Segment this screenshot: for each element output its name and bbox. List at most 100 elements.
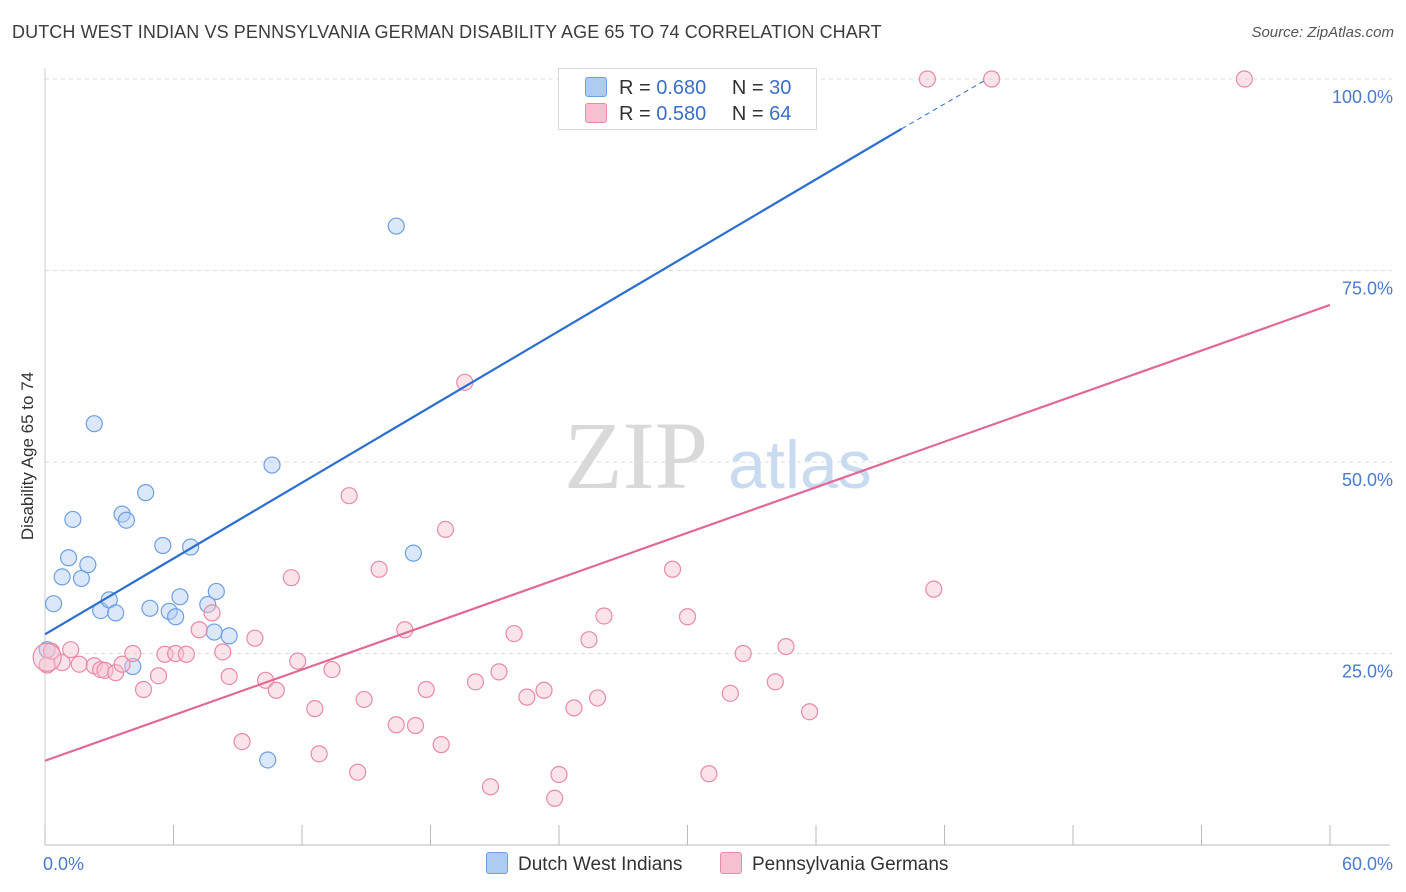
- pennsylvania-german-point: [518, 688, 536, 706]
- legend-row-dutch-west-indians: R = 0.680 N = 30: [585, 77, 791, 101]
- pennsylvania-german-point: [289, 652, 307, 670]
- legend-n-label: N =: [731, 103, 770, 125]
- y-tick-label: 100.0%: [1332, 87, 1393, 107]
- pennsylvania-german-point: [766, 673, 784, 691]
- dutch-west-indian-point: [207, 582, 225, 601]
- pennsylvania-german-point: [432, 736, 450, 754]
- dutch-west-indian-point: [137, 484, 155, 502]
- legend-item-dutch-west-indians: Dutch West Indians: [486, 852, 682, 876]
- watermark-zip: ZIP: [564, 402, 708, 509]
- pennsylvania-german-point: [203, 604, 221, 622]
- legend-n-value: 30: [769, 77, 792, 99]
- legend-label: Dutch West Indians: [518, 854, 683, 875]
- pennsylvania-german-point: [700, 765, 718, 783]
- pennsylvania-german-point: [925, 580, 943, 598]
- pennsylvania-german-point: [70, 655, 88, 673]
- correlation-legend: R = 0.680 N = 30 R = 0.580 N = 64: [558, 68, 817, 130]
- legend-swatch-pink: [585, 103, 607, 123]
- trend-lines: [44, 78, 1331, 762]
- pennsylvania-german-point: [490, 663, 508, 681]
- pennsylvania-german-point: [214, 643, 232, 661]
- dutch-west-indian-point: [107, 604, 125, 622]
- pennsylvania-german-point: [246, 629, 264, 647]
- legend-r-value: 0.580: [656, 103, 707, 125]
- pennsylvania-german-point: [38, 656, 56, 674]
- pennsylvania-german-point: [113, 655, 131, 673]
- gridlines: [45, 78, 1392, 654]
- pennsylvania-german-point: [124, 644, 142, 663]
- pennsylvania-german-point: [32, 642, 62, 672]
- pennsylvania-german-point: [800, 703, 819, 721]
- dutch-west-indian-point: [263, 456, 281, 474]
- legend-r-label: R =: [619, 77, 657, 99]
- pennsylvania-german-point: [466, 673, 485, 691]
- pennsylvania-german-point: [734, 644, 752, 663]
- pennsylvania-german-point: [918, 70, 936, 88]
- dutch-west-indian-point: [53, 568, 71, 586]
- legend-n-label: N =: [731, 77, 770, 99]
- dutch-west-indian-point: [141, 599, 159, 617]
- dutch-west-indian-trend-line: [44, 127, 903, 636]
- y-tick-label: 75.0%: [1342, 279, 1393, 299]
- pennsylvania-german-point: [267, 681, 285, 699]
- pennsylvania-german-point: [406, 716, 425, 735]
- pennsylvania-german-point: [1235, 70, 1253, 88]
- dutch-west-indian-point: [387, 217, 405, 235]
- pennsylvania-german-point: [678, 608, 697, 626]
- watermark-atlas: atlas: [728, 427, 872, 503]
- dutch-west-indian-point: [79, 556, 97, 574]
- pennsylvania-german-point: [663, 560, 682, 578]
- dutch-west-indian-trend-extension: [901, 78, 988, 130]
- pennsylvania-german-point: [387, 716, 405, 734]
- pennsylvania-german-point: [282, 569, 300, 587]
- dutch-west-indian-point: [199, 595, 217, 614]
- dutch-west-indian-point: [85, 415, 103, 433]
- pennsylvania-german-point: [983, 70, 1001, 88]
- legend-swatch-pink: [720, 852, 742, 874]
- pennsylvania-german-point: [535, 681, 553, 699]
- x-tick-label: 60.0%: [1342, 854, 1393, 874]
- pennsylvania-german-point: [721, 684, 739, 702]
- pennsylvania-german-point: [481, 778, 500, 796]
- watermark: ZIP atlas: [564, 402, 872, 509]
- pennsylvania-german-point: [436, 520, 455, 539]
- dutch-west-indian-point: [205, 623, 223, 641]
- legend-item-pennsylvania-germans: Pennsylvania Germans: [720, 852, 948, 876]
- legend-swatch-blue: [585, 77, 607, 97]
- pennsylvania-german-point: [233, 732, 251, 751]
- x-tick-label: 0.0%: [43, 854, 84, 874]
- legend-label: Pennsylvania Germans: [752, 854, 949, 875]
- pennsylvania-german-point: [190, 621, 208, 639]
- dutch-west-indian-point: [171, 588, 189, 606]
- pennsylvania-german-point: [355, 690, 373, 709]
- pennsylvania-german-point: [565, 699, 583, 717]
- pennsylvania-german-point: [323, 660, 341, 679]
- dutch-west-indian-point: [117, 511, 135, 529]
- chart-title: DUTCH WEST INDIAN VS PENNSYLVANIA GERMAN…: [12, 22, 882, 42]
- legend-row-pennsylvania-germans: R = 0.580 N = 64: [585, 103, 791, 127]
- pennsylvania-german-point: [306, 700, 324, 718]
- y-tick-label: 25.0%: [1342, 662, 1393, 682]
- pennsylvania-german-point: [96, 661, 114, 679]
- dutch-west-indian-point: [220, 627, 238, 645]
- pennsylvania-german-point: [580, 631, 598, 649]
- dutch-west-indian-point: [72, 569, 91, 588]
- pennsylvania-german-point: [149, 667, 168, 685]
- legend-swatch-blue: [486, 852, 508, 874]
- tick-labels: 25.0% 50.0% 75.0% 100.0% 0.0% 60.0%: [43, 87, 1393, 874]
- pennsylvania-german-point: [349, 763, 367, 781]
- axes: [44, 68, 1390, 846]
- pennsylvania-german-point: [550, 765, 568, 784]
- pennsylvania-german-point: [340, 487, 358, 505]
- pennsylvania-german-point: [417, 680, 435, 699]
- pennsylvania-german-trend-line: [44, 303, 1331, 762]
- pennsylvania-german-point: [62, 641, 80, 659]
- pennsylvania-german-point: [595, 607, 613, 625]
- dutch-west-indian-point: [259, 751, 277, 769]
- pennsylvania-german-point: [370, 560, 388, 578]
- legend-r-label: R =: [619, 103, 657, 125]
- pennsylvania-german-point: [777, 638, 795, 656]
- dutch-west-indian-point: [404, 544, 422, 562]
- pennsylvania-german-point: [220, 667, 238, 686]
